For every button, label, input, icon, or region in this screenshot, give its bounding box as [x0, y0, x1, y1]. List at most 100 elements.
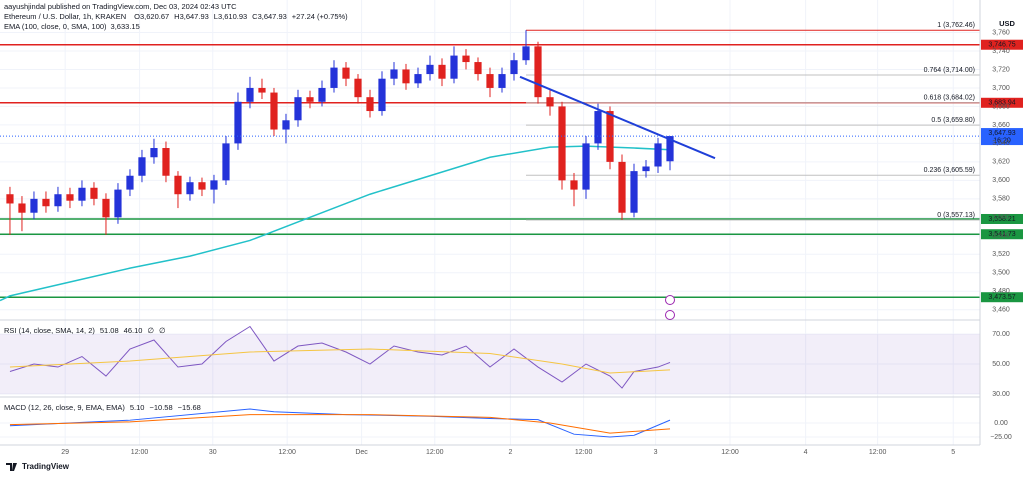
y-tick-label: 0.00: [994, 420, 1008, 427]
candle-body: [354, 78, 362, 98]
candle-body: [6, 194, 14, 204]
overlay: 3,746.75 3,683.94 3,558.21 3,541.73 3,473.57…: [981, 39, 1023, 303]
level-badge: [981, 292, 1023, 303]
indicator-value: 51.08: [100, 326, 119, 335]
candle-body: [570, 180, 578, 190]
candle-body: [462, 55, 470, 63]
ohlc-value: O3,620.67: [134, 12, 169, 21]
x-tick-label: 12:00: [721, 449, 739, 456]
level-badge: [981, 39, 1023, 50]
candle-body: [582, 143, 590, 190]
candle-body: [450, 55, 458, 79]
level-badge: [981, 97, 1023, 108]
currency: USD: [999, 19, 1015, 28]
fib-label: 0.764 (3,714.00): [924, 67, 975, 74]
y-tick-label: 3,480: [992, 288, 1010, 295]
x-tick-label: 12:00: [278, 449, 296, 456]
candle-body: [294, 97, 302, 121]
candle-body: [114, 189, 122, 218]
candle-body: [30, 198, 38, 213]
plot: 1 (3,762.46) 0.764 (3,714.00) 0.618 (3,684…: [0, 22, 980, 438]
x-tick-label: 12:00: [575, 449, 593, 456]
ohlc-value: C3,647.93: [252, 12, 287, 21]
x-tick-label: 3: [654, 449, 658, 456]
candle-body: [402, 69, 410, 84]
y-tick-label: 30.00: [992, 391, 1010, 398]
indicator-name: RSI (14, close, SMA, 14, 2): [4, 326, 95, 335]
y-tick-label: 3,740: [992, 48, 1010, 55]
candle-body: [66, 194, 74, 201]
candle-body: [270, 92, 278, 130]
candle-body: [618, 161, 626, 213]
level-badge: [981, 229, 1023, 240]
y-tick-label: 50.00: [992, 361, 1010, 368]
publisher: aayushjindal published on TradingView.co…: [4, 2, 237, 11]
candle-body: [138, 157, 146, 176]
x-tick-label: 30: [209, 449, 217, 456]
fib-label: 0.236 (3,605.59): [924, 167, 975, 174]
candle-body: [174, 175, 182, 195]
x-tick-label: 4: [804, 449, 808, 456]
x-tick-label: 12:00: [131, 449, 149, 456]
candle-body: [378, 78, 386, 112]
rsi-band: [0, 334, 980, 395]
event-icon[interactable]: [665, 295, 675, 305]
candle-body: [54, 194, 62, 207]
y-tick-label: 3,540: [992, 233, 1010, 240]
macd-line: [9, 414, 671, 434]
y-tick-label: 3,580: [992, 196, 1010, 203]
symbol-title: Ethereum / U.S. Dollar, 1h, KRAKEN: [4, 12, 126, 21]
y-tick-label: 3,460: [992, 307, 1010, 314]
macd-line: [9, 408, 671, 438]
candle-body: [534, 46, 542, 98]
indicator-value: −15.68: [178, 403, 201, 412]
x-tick-label: 5: [951, 449, 955, 456]
y-tick-label: −25.00: [990, 434, 1012, 441]
candle-body: [318, 87, 326, 102]
event-icon[interactable]: [665, 310, 675, 320]
indicator-value: 3,633.15: [111, 22, 140, 31]
y-tick-label: 3,520: [992, 251, 1010, 258]
candle-body: [474, 62, 482, 75]
logo-mark: [6, 463, 17, 471]
indicator-value: ∅: [147, 326, 154, 335]
level-label: 3,473.57: [988, 294, 1015, 301]
candle-body: [390, 69, 398, 79]
candle-body: [234, 101, 242, 144]
candle-body: [330, 67, 338, 88]
ema-line: [0, 145, 671, 302]
y-tick-label: 3,660: [992, 122, 1010, 129]
candle-body: [342, 67, 350, 79]
indicator-value: 46.10: [124, 326, 143, 335]
candle-body: [102, 198, 110, 218]
candle-body: [78, 187, 86, 201]
y-tick-label: 3,500: [992, 270, 1010, 277]
level-label: 3,558.21: [988, 216, 1015, 223]
ohlc-value: H3,647.93: [174, 12, 209, 21]
indicator-value: −10.58: [149, 403, 172, 412]
y-tick-label: 3,760: [992, 29, 1010, 36]
candle-body: [414, 74, 422, 84]
y-tick-label: 3,720: [992, 66, 1010, 73]
candle-body: [162, 148, 170, 176]
ohlc-value: L3,610.93: [214, 12, 247, 21]
candle-body: [546, 97, 554, 107]
candle-body: [258, 87, 266, 93]
level-label: 3,683.94: [988, 100, 1015, 107]
candle-body: [630, 171, 638, 213]
x-tick-label: Dec: [355, 449, 368, 456]
rsi-line: [9, 348, 671, 374]
candle-body: [210, 180, 218, 190]
y-tick-label: 3,640: [992, 140, 1010, 147]
y-tick-label: 3,700: [992, 85, 1010, 92]
x-tick-label: 2: [508, 449, 512, 456]
candle-body: [90, 187, 98, 199]
x-tick-label: 12:00: [426, 449, 444, 456]
candle-body: [654, 143, 662, 167]
candle-body: [126, 175, 134, 190]
x-tick-label: 12:00: [869, 449, 887, 456]
candle-body: [510, 60, 518, 75]
level-badge: [981, 213, 1023, 224]
